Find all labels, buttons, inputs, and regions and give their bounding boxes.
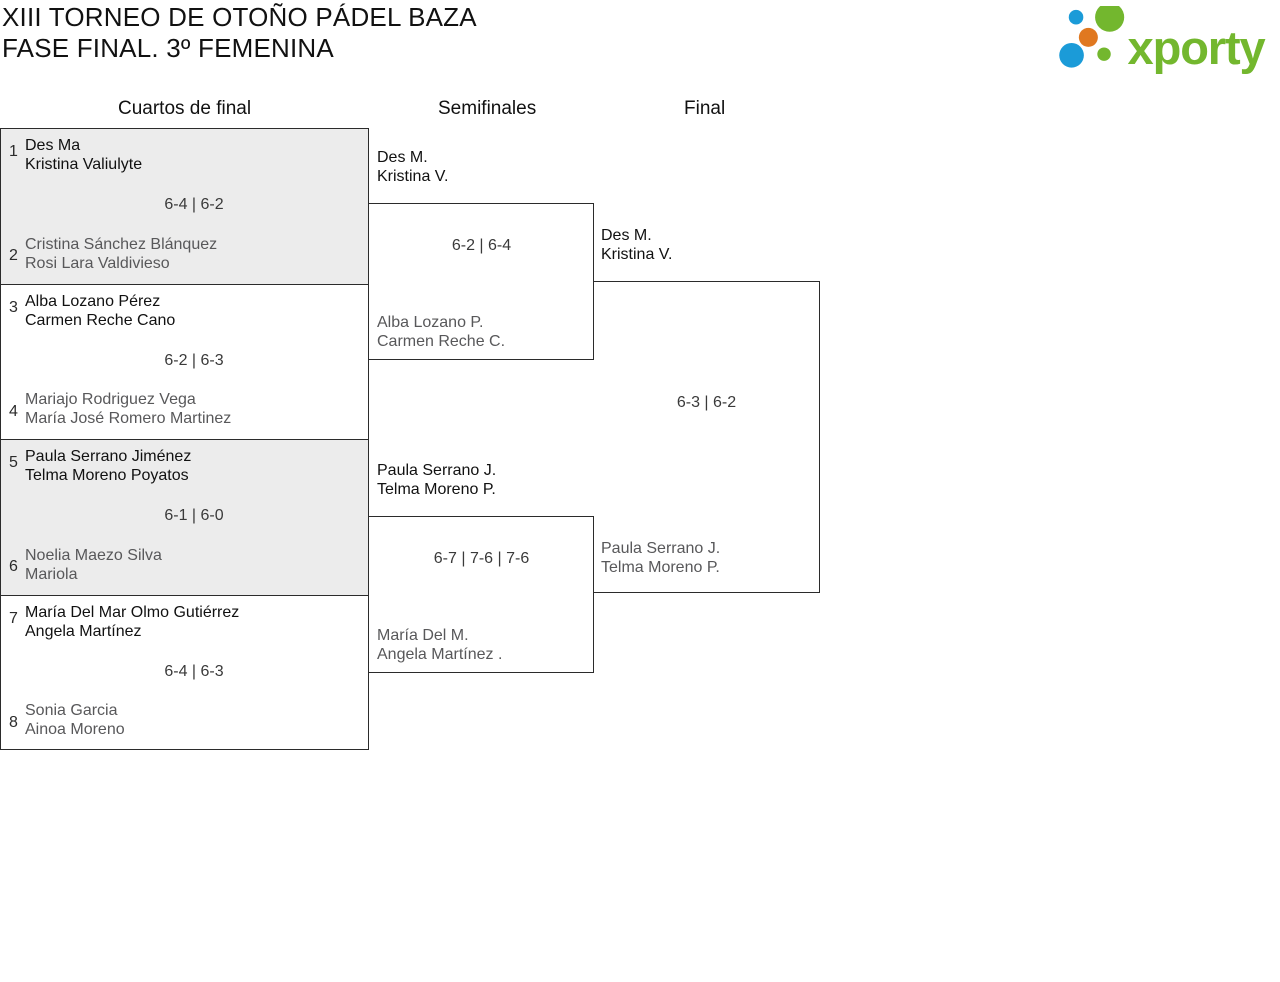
svg-text:xporty: xporty	[1128, 21, 1266, 74]
